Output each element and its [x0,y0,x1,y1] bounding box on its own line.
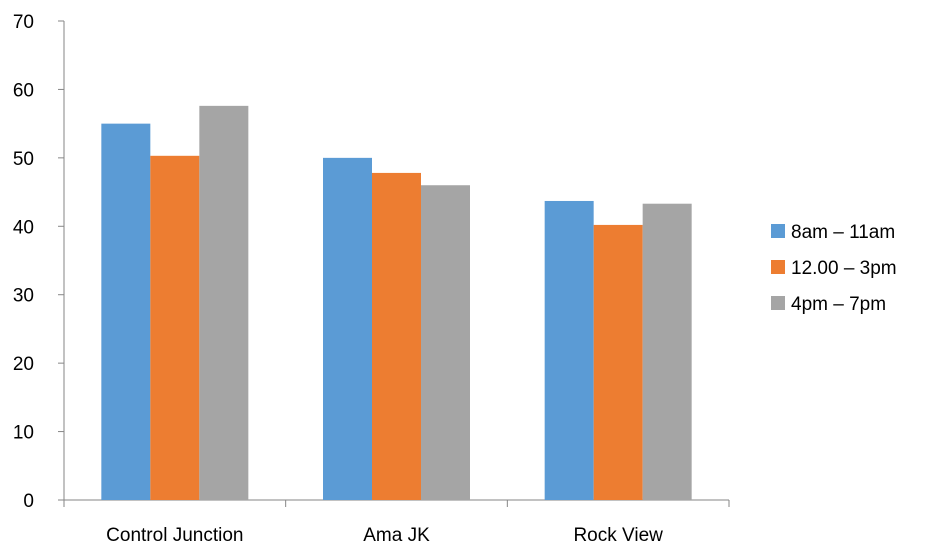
y-tick-label: 70 [13,12,34,33]
bar [421,185,470,500]
bar [593,224,643,500]
y-tick-label: 30 [13,286,34,307]
bar [323,157,372,500]
bar [150,155,200,500]
axes: 0 10 20 30 40 50 60 70 Control Junction Ama JK Roc… [13,12,730,546]
legend-swatch [771,296,785,310]
y-tick-label: 50 [13,149,34,170]
y-tick-label: 40 [13,217,34,238]
bar [101,123,151,501]
x-category-label: Ama JK [363,525,430,546]
bar [642,203,692,500]
legend-label: 12.00 – 3pm [791,258,897,279]
y-tick-label: 0 [23,491,34,512]
y-tick-label: 20 [13,354,34,375]
legend-swatch [771,224,785,238]
legend-swatch [771,260,785,274]
legend-label: 8am – 11am [791,222,895,243]
legend: 8am – 11am 12.00 – 3pm 4pm – 7pm [771,222,897,315]
x-category-label: Rock View [573,525,663,546]
x-category-label: Control Junction [106,525,243,546]
bar [199,105,249,500]
bar [372,172,421,500]
y-tick-label: 10 [13,423,34,444]
bars [101,105,692,501]
legend-label: 4pm – 7pm [791,294,886,315]
y-tick-label: 60 [13,80,34,101]
bar [544,200,594,500]
